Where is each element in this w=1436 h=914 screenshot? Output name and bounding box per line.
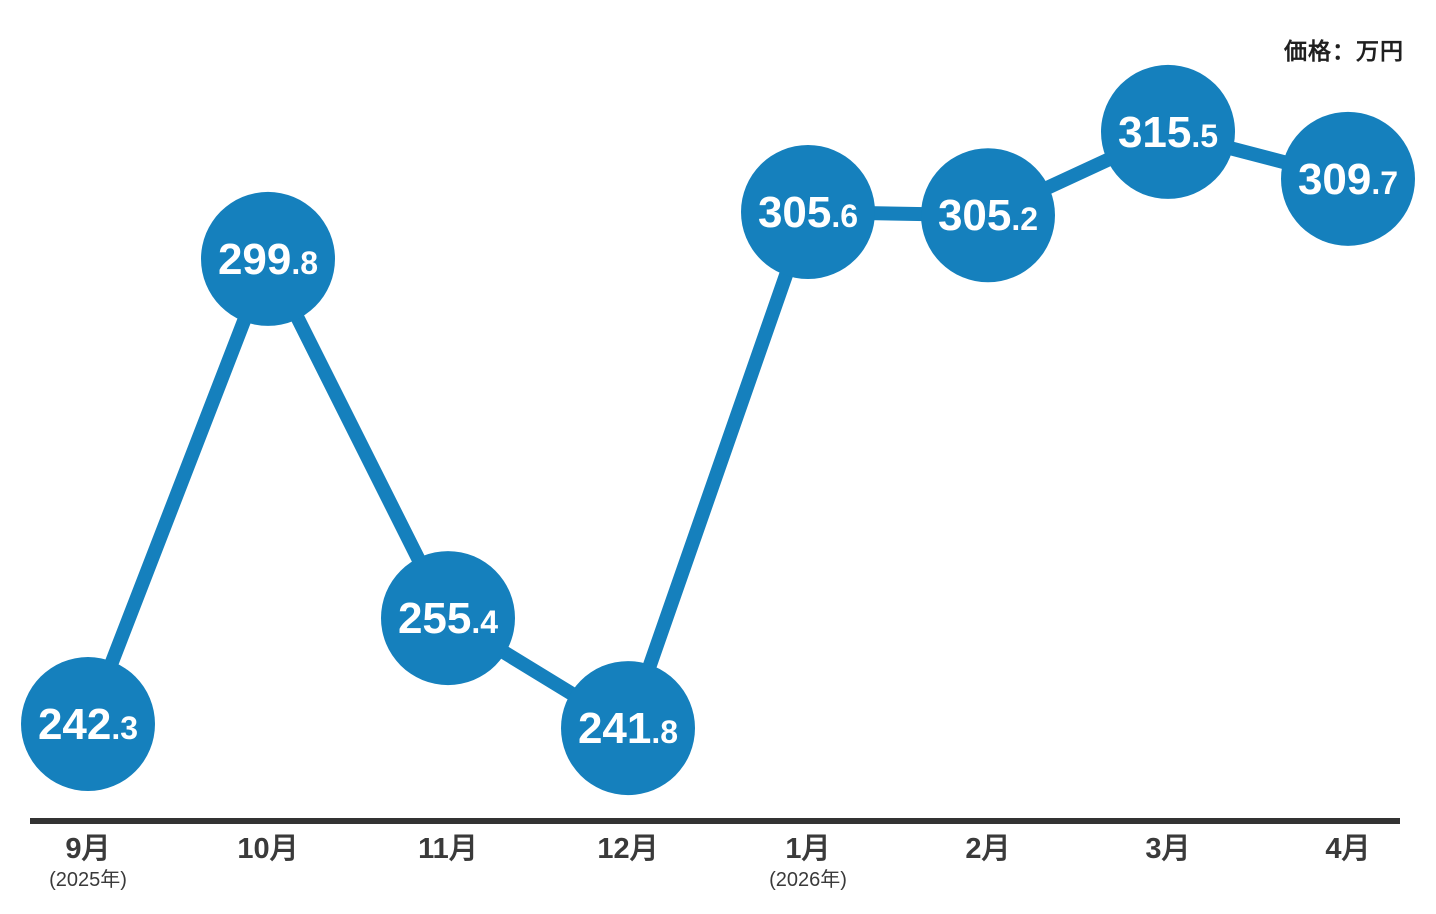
data-point-circle xyxy=(21,657,155,792)
x-axis-tick-label: 3月 xyxy=(1145,833,1190,865)
data-point-value: 242.3 xyxy=(38,700,138,749)
x-axis-tick-label: 9月 xyxy=(65,833,110,865)
x-axis-tick-label: 11月 xyxy=(418,833,478,865)
data-point-circle xyxy=(201,191,335,326)
data-point-value: 255.4 xyxy=(398,594,498,643)
x-axis-tick-label: 12月 xyxy=(597,833,658,865)
unit-label: 価格：万円 xyxy=(1284,38,1404,64)
x-axis-tick-label: 4月 xyxy=(1325,833,1370,865)
data-point-circle xyxy=(741,145,875,280)
data-point-value: 305.6 xyxy=(758,188,858,237)
x-axis-year-label: (2026年) xyxy=(769,868,847,891)
x-axis-tick-label: 2月 xyxy=(965,833,1010,865)
data-point-value: 299.8 xyxy=(218,235,318,284)
data-point-circle xyxy=(381,551,515,686)
data-point-value: 241.8 xyxy=(578,704,678,753)
data-point-circle xyxy=(1101,64,1235,199)
data-point-circle xyxy=(921,148,1055,283)
x-axis-tick-label: 1月 xyxy=(785,833,830,865)
x-axis-year-label: (2025年) xyxy=(49,868,127,891)
line-segment xyxy=(81,251,275,732)
line-segment xyxy=(621,205,815,736)
data-point-circle xyxy=(1281,111,1415,246)
data-point-value: 309.7 xyxy=(1298,155,1398,204)
data-point-value: 315.5 xyxy=(1118,108,1218,157)
data-point-circle xyxy=(561,661,695,796)
x-axis-tick-label: 10月 xyxy=(237,833,298,865)
data-point-value: 305.2 xyxy=(938,191,1038,240)
